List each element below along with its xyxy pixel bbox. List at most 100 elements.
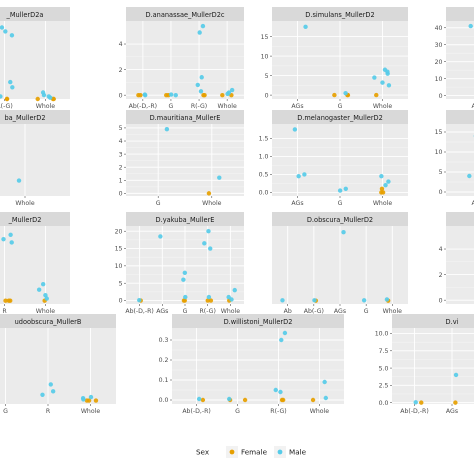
- data-point-female: [201, 92, 206, 98]
- data-point-male: [50, 389, 56, 394]
- facet-strip: [172, 314, 344, 328]
- data-point-female: [93, 398, 99, 403]
- data-point-female: [332, 92, 337, 98]
- facet-strip: [0, 212, 70, 226]
- plot-area: [392, 328, 474, 404]
- x-tick-label: Ab(-D,-R): [400, 408, 428, 415]
- facet-strip: [272, 110, 408, 124]
- x-tick-label: Whole: [373, 200, 393, 207]
- data-point-female: [138, 92, 143, 98]
- y-tick-label: 10: [261, 53, 269, 60]
- data-point-male: [137, 297, 142, 303]
- facet-panel: D.yakuba_MullerE 0 5 10 15 20 Ab(-D,-R) AGs G R(-…: [115, 212, 244, 315]
- data-point-female: [200, 397, 206, 403]
- facet-title: ba_MullerD2: [4, 114, 45, 122]
- y-tick-label: 0.3: [159, 337, 169, 344]
- data-point-male: [142, 92, 148, 97]
- data-point-male: [183, 294, 188, 300]
- data-point-male: [196, 396, 202, 402]
- data-point-female: [84, 398, 90, 403]
- data-point-male: [168, 92, 174, 97]
- data-point-male: [10, 85, 15, 90]
- y-tick-label: 40: [435, 25, 443, 32]
- data-point-female: [3, 298, 8, 303]
- data-point-female: [453, 400, 458, 405]
- y-tick-label: 0: [439, 189, 443, 196]
- data-point-female: [242, 397, 248, 403]
- y-tick-label: 0: [265, 92, 269, 99]
- plot-area: [446, 124, 474, 196]
- facet-strip: [126, 7, 244, 21]
- facet-panel: D.simulans_MullerD2 0 5 10 15 AGs G Whole: [261, 7, 408, 110]
- data-point-male: [468, 23, 473, 29]
- data-point-female: [419, 400, 424, 405]
- data-point-female: [35, 96, 40, 102]
- facet-panel: D.vi0.02.55.07.510.0Ab(-D,-R)AGsE: [375, 314, 474, 415]
- legend-label: Female: [241, 448, 268, 457]
- facet-strip: [126, 110, 244, 124]
- y-tick-label: 10: [435, 76, 443, 83]
- data-point-male: [312, 298, 317, 303]
- x-tick-label: Whole: [221, 308, 241, 315]
- y-tick-label: 4: [119, 138, 123, 145]
- data-point-male: [158, 234, 163, 239]
- facet-panel: D.mauritiana_MullerE 0 1 2 3 4 5 G Whole: [119, 110, 244, 207]
- y-tick-label: 5: [439, 169, 443, 176]
- x-tick-label: Whole: [217, 103, 237, 110]
- x-tick-label: Whole: [202, 200, 222, 207]
- facet-panel: ba_MullerD2 Whole: [0, 110, 70, 207]
- x-tick-label: AGs: [334, 308, 346, 315]
- y-tick-label: 3: [119, 151, 123, 158]
- facet-title: udoobscura_MullerB: [15, 318, 82, 326]
- facet-title: D.vi: [446, 318, 459, 326]
- data-point-male: [229, 87, 235, 93]
- data-point-male: [343, 90, 348, 96]
- data-point-male: [383, 183, 388, 188]
- facet-strip: [126, 212, 244, 226]
- x-tick-label: G: [235, 408, 240, 415]
- y-tick-label: 15: [115, 246, 123, 253]
- data-point-male: [46, 94, 52, 99]
- legend: Sex Female Male: [196, 446, 307, 458]
- x-tick-label: Whole: [81, 408, 101, 415]
- data-point-male: [386, 179, 391, 184]
- data-point-male: [199, 75, 204, 80]
- y-tick-label: 2: [119, 164, 123, 171]
- y-tick-label: 0: [439, 297, 443, 304]
- x-tick-label: Whole: [15, 200, 35, 207]
- x-tick-label: R(-G): [199, 308, 215, 315]
- x-tick-label: G: [3, 408, 8, 415]
- x-tick-label: AGs: [446, 408, 458, 415]
- data-point-male: [413, 400, 418, 405]
- x-tick-label: R(-G): [191, 103, 207, 110]
- y-tick-label: 5.0: [379, 365, 389, 372]
- y-tick-label: 1.5: [259, 136, 269, 143]
- data-point-male: [226, 90, 232, 95]
- x-tick-label: G: [338, 200, 343, 207]
- facet-panel: D.obscura_MullerD2 Ab Ab(-G) AGs G Whole: [272, 212, 408, 315]
- data-point-male: [197, 30, 202, 35]
- facet-strip: [0, 7, 70, 21]
- data-point-female: [374, 92, 379, 98]
- y-tick-label: 20: [115, 228, 123, 235]
- data-point-male: [40, 90, 46, 95]
- y-tick-label: 0.2: [159, 357, 169, 364]
- facet-title: _MullerD2a: [6, 11, 44, 19]
- data-point-male: [164, 127, 170, 132]
- y-tick-label: 10: [115, 263, 123, 270]
- data-point-male: [9, 33, 15, 38]
- plot-area: [126, 124, 244, 196]
- x-tick-label: Whole: [383, 308, 403, 315]
- data-point-male: [36, 287, 42, 292]
- x-tick-label: Whole: [373, 103, 393, 110]
- facet-strip: [392, 314, 474, 328]
- y-tick-label: 0: [439, 93, 443, 100]
- data-point-male: [198, 89, 204, 94]
- data-point-male: [467, 173, 472, 179]
- y-tick-label: 0.0: [159, 397, 169, 404]
- data-point-female: [208, 298, 214, 303]
- data-point-male: [40, 282, 46, 287]
- data-point-male: [217, 175, 222, 180]
- facet-title: D.simulans_MullerD2: [305, 11, 374, 19]
